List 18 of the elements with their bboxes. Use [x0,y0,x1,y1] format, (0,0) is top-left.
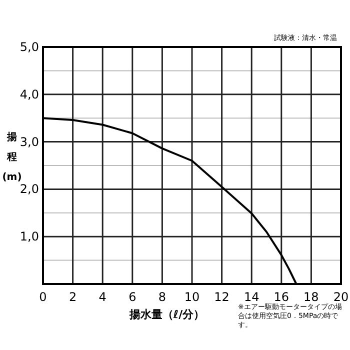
x-tick-label: 12 [214,290,230,304]
y-tick-label: 3,0 [20,134,39,149]
x-tick-label: 10 [184,290,200,304]
x-tick-label: 4 [98,290,106,304]
y-tick-label: 2,0 [20,182,39,196]
y-axis-title: 揚程(m) [2,131,22,183]
x-tick-label: 8 [158,290,166,304]
x-tick-label: 6 [128,290,136,304]
x-axis-title: 揚水量（ℓ/分） [128,308,205,321]
x-tick-label: 0 [39,290,47,304]
x-tick-label: 18 [304,290,319,304]
y-tick-label: 1,0 [20,230,39,244]
y-tick-label: 4,0 [20,87,39,102]
x-tick-label: 2 [68,290,77,304]
x-tick-label: 14 [244,290,260,304]
y-tick-label: 5,0 [20,40,39,54]
x-tick-label: 20 [333,290,349,304]
x-tick-label: 16 [274,290,290,304]
